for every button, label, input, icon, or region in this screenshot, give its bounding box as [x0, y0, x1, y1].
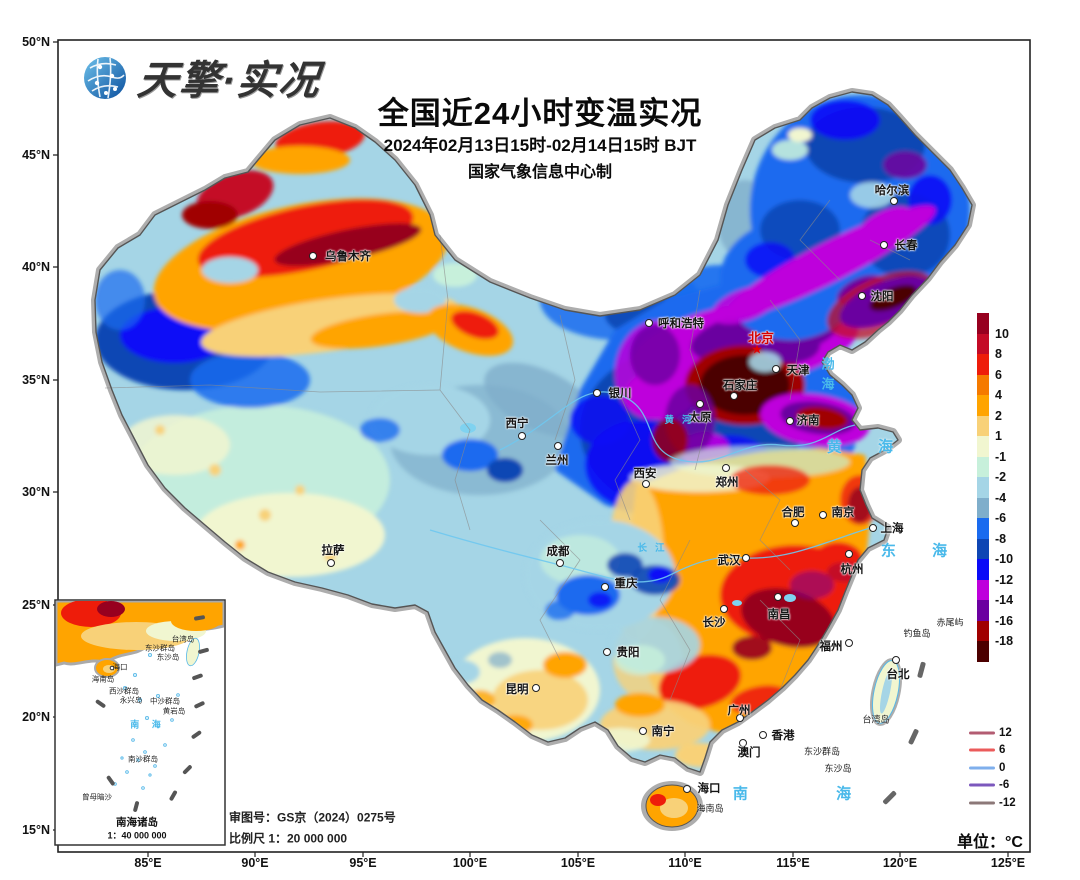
- map-scale: 比例尺 1：20 000 000: [229, 831, 348, 846]
- colorbar-segment: [977, 600, 989, 621]
- map-time-range: 2024年02月13日15时-02月14日15时 BJT: [383, 136, 697, 155]
- colorbar-segment: [977, 333, 989, 354]
- colorbar-segment: [977, 415, 989, 436]
- colorbar-segment: [977, 641, 989, 662]
- colorbar-segment: [977, 579, 989, 600]
- colorbar-segment: [977, 497, 989, 518]
- colorbar-segment: [977, 559, 989, 580]
- province-borders: [104, 199, 911, 701]
- unit-label: 单位：°C: [957, 834, 1023, 851]
- map-credit: 国家气象信息中心制: [467, 164, 613, 181]
- inset-dash-line: [95, 615, 209, 812]
- hainan-island: [645, 784, 699, 828]
- brand-name: 天擎·实况: [135, 59, 324, 103]
- colorbar-segment: [977, 436, 989, 457]
- south-china-sea-inset: [54, 599, 226, 846]
- colorbar-segment: [977, 620, 989, 641]
- colorbar-segment: [977, 538, 989, 559]
- colorbar-segment: [977, 313, 989, 334]
- colorbar-segment: [977, 518, 989, 539]
- globe-network-icon: [84, 57, 126, 99]
- colorbar-segment: [977, 456, 989, 477]
- map-title: 全国近24小时变温实况: [377, 96, 703, 131]
- colorbar-segment: [977, 477, 989, 498]
- colorbar-segment: [977, 395, 989, 416]
- temperature-colorbar: [977, 313, 989, 662]
- colorbar-segment: [977, 374, 989, 395]
- logo: 天擎·实况: [82, 48, 324, 106]
- map-review-number: 审图号：GS京（2024）0275号: [229, 810, 396, 825]
- rivers: [429, 391, 871, 583]
- axis-ticks: [53, 41, 1009, 857]
- colorbar-segment: [977, 354, 989, 375]
- inset-scale: 1：40 000 000: [107, 830, 167, 841]
- inset-title: 南海诸岛: [116, 816, 158, 829]
- dash-line-segments: [883, 661, 926, 805]
